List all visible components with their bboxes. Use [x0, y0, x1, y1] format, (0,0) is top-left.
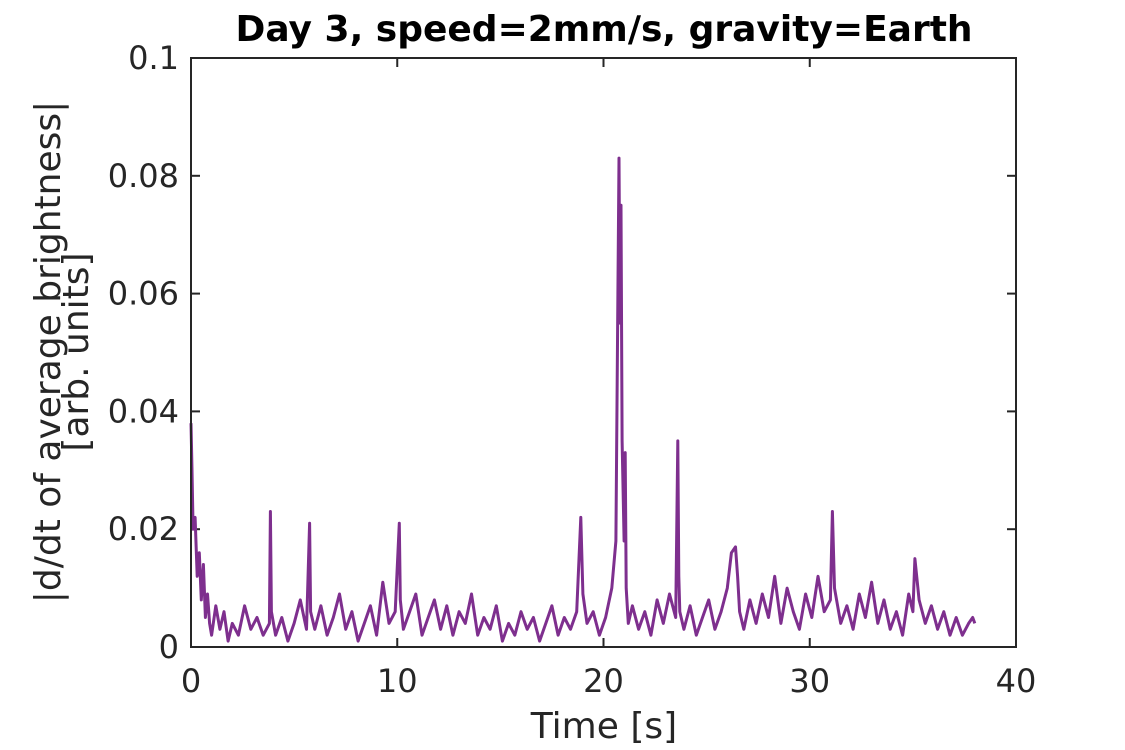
- y-axis-ticks: 0 0.02 0.04 0.06 0.08 0.1: [108, 39, 1016, 666]
- x-axis-ticks: 0 10 20 30 40: [181, 58, 1037, 700]
- series-layer: [189, 156, 977, 643]
- y-axis-label-line-2: [arb. units]: [56, 252, 97, 451]
- chart-title: Day 3, speed=2mm/s, gravity=Earth: [235, 9, 972, 50]
- y-tick-label: 0.08: [108, 157, 179, 195]
- plot-frame: [190, 57, 1017, 648]
- plot-area: [191, 58, 1016, 647]
- x-tick-label: 10: [377, 662, 418, 700]
- x-axis-label: Time [s]: [530, 706, 677, 747]
- y-tick-label: 0.1: [128, 39, 179, 77]
- y-tick-label: 0.02: [108, 510, 179, 548]
- y-tick-label: 0: [159, 628, 179, 666]
- series-line-0: [189, 156, 977, 643]
- y-tick-label: 0.06: [108, 275, 179, 313]
- x-tick-label: 0: [181, 662, 201, 700]
- x-tick-label: 20: [583, 662, 624, 700]
- x-tick-label: 40: [996, 662, 1037, 700]
- x-tick-label: 30: [789, 662, 830, 700]
- y-axis-label-line-1: |d/dt of average brightness|: [28, 101, 69, 604]
- y-tick-label: 0.04: [108, 392, 179, 430]
